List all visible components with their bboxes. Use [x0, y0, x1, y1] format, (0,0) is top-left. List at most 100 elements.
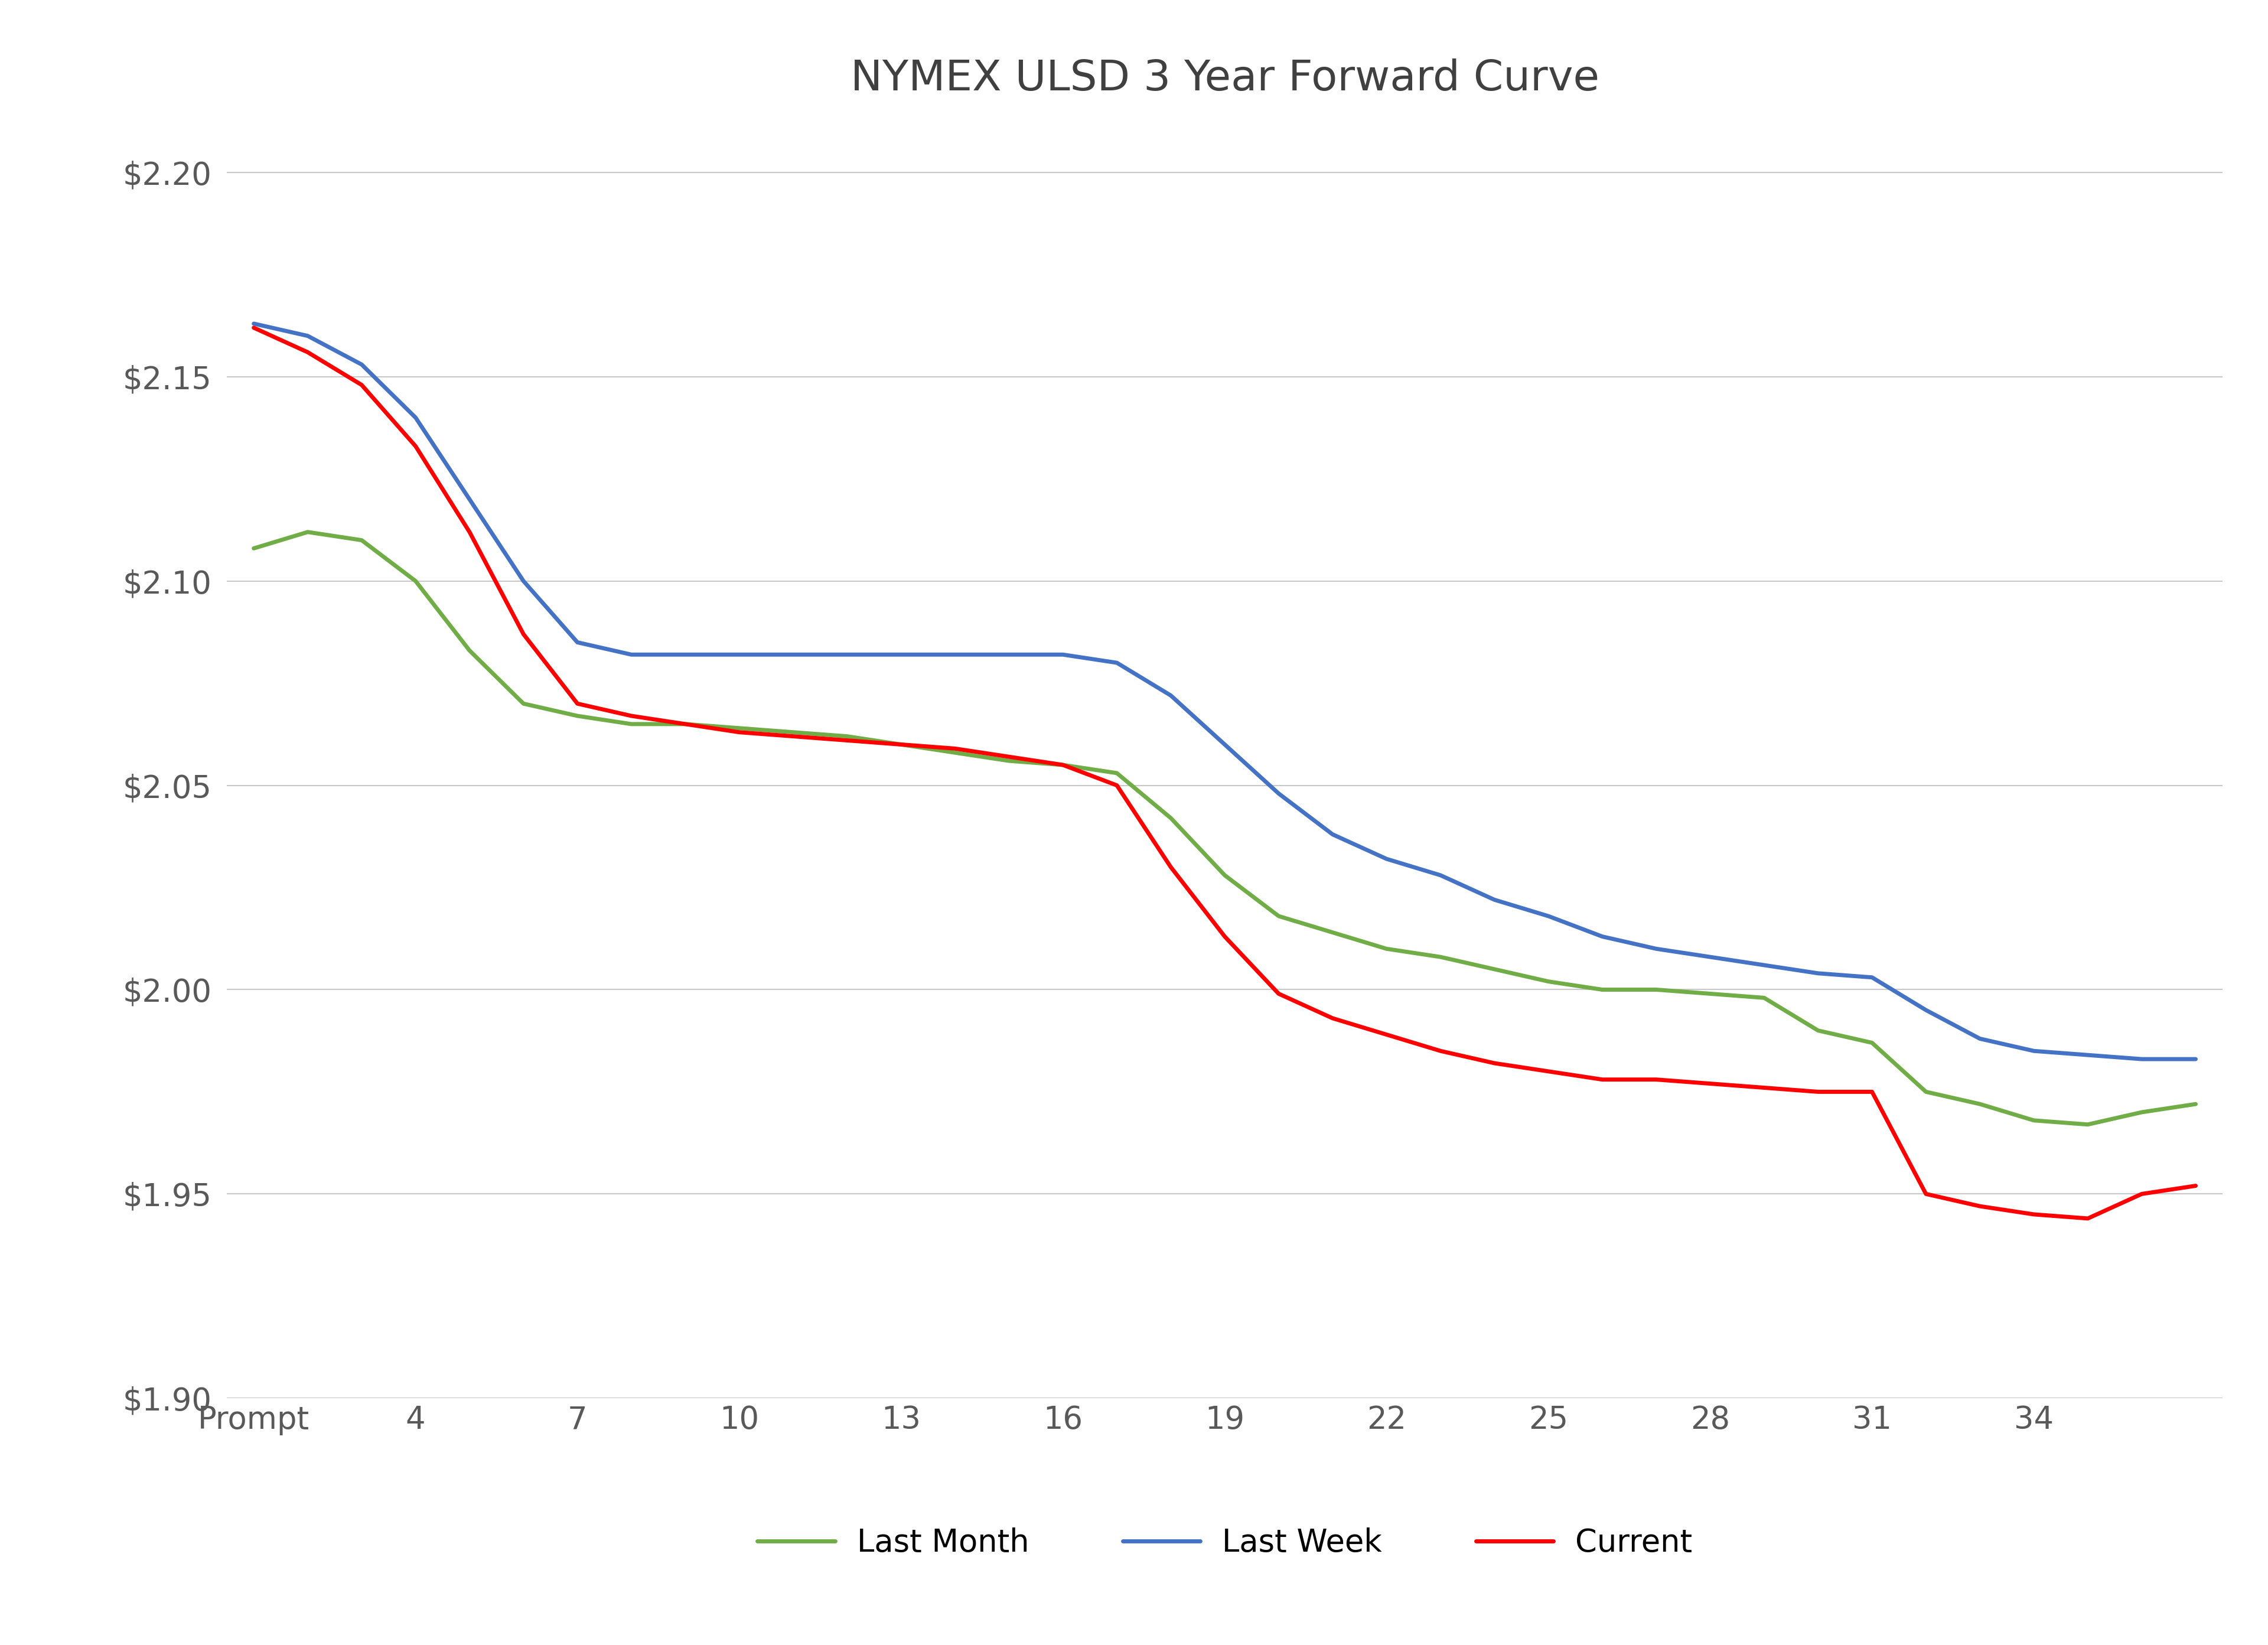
Last Week [1966, 1028, 1994, 1048]
Last Week [1805, 964, 1833, 984]
Current [1696, 1074, 1724, 1094]
Last Week [835, 645, 862, 665]
Last Month [1266, 906, 1293, 926]
Last Month [1966, 1094, 1994, 1114]
Last Month [1642, 980, 1669, 1000]
Current [1050, 755, 1077, 775]
Last Month [2021, 1110, 2048, 1130]
Last Week [1751, 956, 1778, 975]
Line: Last Month: Last Month [254, 531, 2195, 1125]
Current [2182, 1176, 2209, 1196]
Line: Last Week: Last Week [254, 324, 2195, 1059]
Last Week [887, 645, 914, 665]
Current [726, 722, 753, 742]
Current [1102, 775, 1129, 795]
Current [1751, 1077, 1778, 1097]
Last Week [780, 645, 807, 665]
Current [1266, 984, 1293, 1003]
Last Month [941, 744, 968, 763]
Last Month [1588, 980, 1615, 1000]
Current [835, 730, 862, 750]
Current [1642, 1069, 1669, 1089]
Last Month [1696, 984, 1724, 1003]
Last Week [401, 408, 429, 428]
Current [347, 375, 374, 395]
Current [671, 714, 699, 734]
Last Month [1535, 972, 1563, 992]
Current [240, 317, 268, 337]
Current [1857, 1082, 1885, 1102]
Last Month [1751, 989, 1778, 1008]
Last Month [726, 719, 753, 739]
Current [1535, 1061, 1563, 1081]
Last Month [1481, 959, 1508, 979]
Current [1157, 857, 1184, 877]
Last Week [1535, 906, 1563, 926]
Last Week [726, 645, 753, 665]
Last Month [565, 706, 592, 725]
Last Month [996, 752, 1023, 772]
Current [2075, 1209, 2102, 1229]
Last Week [1912, 1000, 1939, 1020]
Last Week [565, 632, 592, 651]
Line: Current: Current [254, 327, 2195, 1219]
Current [1372, 1025, 1399, 1045]
Current [1320, 1008, 1347, 1028]
Last Month [835, 727, 862, 747]
Current [1427, 1041, 1454, 1061]
Last Week [295, 326, 322, 345]
Last Week [996, 645, 1023, 665]
Last Week [1266, 783, 1293, 803]
Current [887, 735, 914, 755]
Last Week [2127, 1050, 2155, 1069]
Last Week [1211, 735, 1238, 755]
Current [565, 694, 592, 714]
Last Week [1157, 686, 1184, 706]
Last Week [1642, 939, 1669, 959]
Current [2127, 1184, 2155, 1204]
Current [510, 625, 538, 645]
Last Month [401, 571, 429, 591]
Last Month [2075, 1115, 2102, 1135]
Last Month [1912, 1082, 1939, 1102]
Last Week [2075, 1045, 2102, 1064]
Last Week [347, 355, 374, 375]
Last Month [1320, 923, 1347, 943]
Last Week [1050, 645, 1077, 665]
Last Month [347, 530, 374, 549]
Last Month [1805, 1020, 1833, 1040]
Current [295, 342, 322, 362]
Current [1805, 1082, 1833, 1102]
Current [1588, 1069, 1615, 1089]
Last Week [1696, 948, 1724, 967]
Last Month [295, 521, 322, 541]
Last Week [1372, 849, 1399, 869]
Last Month [2182, 1094, 2209, 1114]
Last Week [1427, 865, 1454, 885]
Last Month [671, 714, 699, 734]
Current [1912, 1184, 1939, 1204]
Last Month [240, 538, 268, 558]
Last Week [1102, 653, 1129, 673]
Last Week [2182, 1050, 2209, 1069]
Current [1211, 926, 1238, 946]
Current [1966, 1196, 1994, 1216]
Current [401, 436, 429, 456]
Last Week [1588, 926, 1615, 946]
Current [2021, 1204, 2048, 1224]
Last Month [510, 694, 538, 714]
Last Week [941, 645, 968, 665]
Last Month [1372, 939, 1399, 959]
Last Month [1427, 948, 1454, 967]
Current [617, 706, 644, 725]
Last Month [1857, 1033, 1885, 1053]
Current [996, 747, 1023, 767]
Last Week [1481, 890, 1508, 910]
Legend: Last Month, Last Week, Current: Last Month, Last Week, Current [744, 1515, 1706, 1571]
Last Month [780, 722, 807, 742]
Last Month [456, 640, 483, 660]
Current [456, 521, 483, 541]
Title: NYMEX ULSD 3 Year Forward Curve: NYMEX ULSD 3 Year Forward Curve [850, 59, 1599, 99]
Last Week [510, 571, 538, 591]
Last Week [240, 314, 268, 334]
